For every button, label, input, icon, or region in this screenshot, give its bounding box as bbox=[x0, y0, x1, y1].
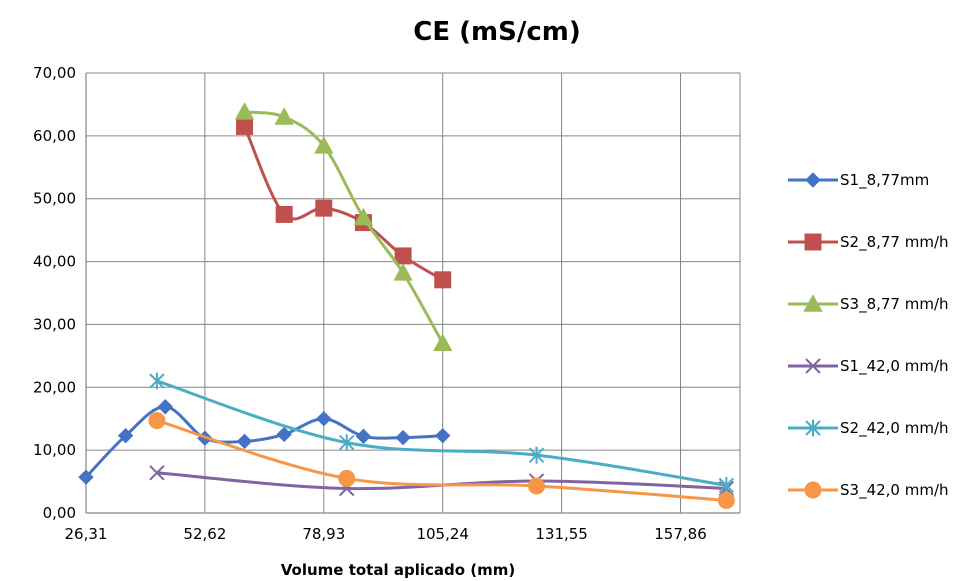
data-point bbox=[314, 136, 334, 154]
data-point bbox=[528, 446, 545, 464]
legend-label: S3_8,77 mm/h bbox=[840, 295, 949, 314]
x-tick-label: 52,62 bbox=[183, 525, 226, 543]
legend-label: S2_42,0 mm/h bbox=[840, 419, 949, 438]
data-point bbox=[435, 427, 451, 444]
data-point bbox=[434, 271, 452, 289]
data-point bbox=[236, 433, 253, 450]
y-tick-label: 50,00 bbox=[33, 190, 76, 208]
grid bbox=[86, 72, 741, 513]
data-point bbox=[528, 477, 546, 495]
legend-marker bbox=[805, 358, 821, 374]
legend-marker bbox=[804, 481, 822, 499]
data-point bbox=[433, 333, 453, 351]
data-point bbox=[234, 102, 255, 120]
data-point bbox=[149, 465, 165, 481]
series-group bbox=[78, 102, 735, 509]
legend-label: S1_8,77mm bbox=[840, 171, 929, 190]
y-tick-label: 40,00 bbox=[33, 253, 76, 271]
data-point bbox=[353, 207, 374, 226]
data-point bbox=[148, 412, 166, 430]
series-line bbox=[243, 125, 444, 282]
data-point bbox=[276, 426, 292, 443]
legend-marker bbox=[804, 233, 822, 251]
y-tick-label: 0,00 bbox=[43, 504, 76, 522]
data-point bbox=[394, 247, 412, 265]
series-line bbox=[156, 419, 727, 502]
data-point bbox=[316, 411, 332, 427]
data-point bbox=[275, 205, 293, 223]
data-point bbox=[78, 469, 94, 485]
legend-label: S1_42,0 mm/h bbox=[840, 357, 949, 376]
x-tick-label: 26,31 bbox=[65, 525, 108, 543]
legend-entry: S3_8,77 mm/h bbox=[788, 294, 949, 314]
data-point bbox=[718, 476, 735, 494]
chart-title: CE (mS/cm) bbox=[413, 17, 580, 47]
data-point bbox=[149, 372, 165, 390]
axes: 0,00 10,00 20,00 30,00 40,00 50,00 60,00 70,00 2… bbox=[33, 64, 740, 543]
data-point bbox=[393, 263, 413, 281]
y-tick-label: 70,00 bbox=[33, 64, 76, 82]
series-line bbox=[156, 379, 727, 487]
x-tick-label: 78,93 bbox=[302, 525, 345, 543]
data-point bbox=[395, 429, 411, 446]
data-point bbox=[355, 428, 372, 445]
x-tick-label: 105,24 bbox=[416, 525, 469, 543]
legend-entry: S1_8,77mm bbox=[788, 171, 929, 190]
x-tick-label: 157,86 bbox=[654, 525, 707, 543]
legend-entry: S1_42,0 mm/h bbox=[788, 357, 949, 376]
series-1 bbox=[78, 399, 451, 485]
series-3 bbox=[234, 102, 453, 351]
y-tick-label: 60,00 bbox=[33, 127, 76, 145]
y-tick-label: 10,00 bbox=[33, 441, 76, 459]
x-axis-title: Volume total aplicado (mm) bbox=[281, 561, 515, 579]
data-point bbox=[717, 491, 735, 509]
series-2 bbox=[236, 117, 452, 289]
legend-entry: S3_42,0 mm/h bbox=[788, 481, 949, 500]
data-point bbox=[338, 469, 356, 487]
legend: S1_8,77mm S2_8,77 mm/h S3_8,77 mm/h S1_42,0… bbox=[788, 171, 949, 500]
legend-entry: S2_8,77 mm/h bbox=[788, 233, 949, 252]
legend-marker bbox=[805, 419, 821, 437]
data-point bbox=[274, 107, 294, 125]
legend-marker bbox=[805, 172, 821, 188]
legend-label: S2_8,77 mm/h bbox=[840, 233, 949, 252]
series-line bbox=[84, 405, 443, 479]
series-6 bbox=[148, 412, 735, 509]
series-5 bbox=[149, 372, 735, 494]
x-tick-label: 131,55 bbox=[535, 525, 588, 543]
data-point bbox=[157, 399, 173, 415]
legend-label: S3_42,0 mm/h bbox=[840, 481, 949, 500]
legend-marker bbox=[803, 294, 823, 312]
data-point bbox=[236, 117, 254, 135]
data-point bbox=[315, 199, 333, 217]
data-point bbox=[339, 434, 355, 451]
data-point bbox=[117, 427, 134, 444]
y-tick-label: 20,00 bbox=[33, 378, 76, 396]
y-tick-label: 30,00 bbox=[33, 315, 76, 333]
legend-entry: S2_42,0 mm/h bbox=[788, 419, 949, 438]
series-line bbox=[244, 110, 445, 345]
